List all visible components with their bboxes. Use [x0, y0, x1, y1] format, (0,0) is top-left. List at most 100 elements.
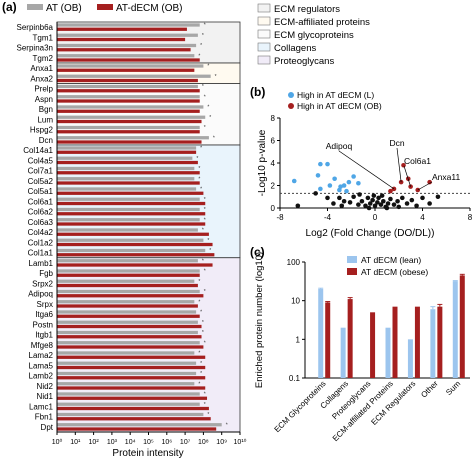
significance-marker: *: [204, 217, 206, 223]
bar-at-ob: [57, 33, 198, 37]
protein-label: Col4a5: [28, 156, 54, 165]
point-nonsignificant: [347, 200, 353, 205]
bar-at-ob: [57, 228, 198, 232]
bar-at-decm-ob: [57, 160, 198, 165]
bar-at-decm-ob: [57, 242, 213, 247]
legend-swatch-obese: [347, 268, 357, 275]
bar-at-decm-ob: [57, 376, 206, 380]
protein-label: Serpinb6a: [17, 23, 54, 32]
protein-label: Col5a2: [28, 177, 54, 186]
y-tick-label: 0.1: [289, 374, 301, 383]
bar-at-decm-ob: [57, 273, 200, 277]
point-nonsignificant: [391, 202, 397, 207]
category-backgrounds: [56, 21, 241, 433]
protein-label: Lama5: [29, 361, 54, 370]
point-lean: [327, 183, 333, 188]
significance-marker: *: [204, 402, 206, 408]
protein-label: Srpx: [37, 300, 53, 309]
protein-label: Dpt: [41, 423, 54, 432]
bar-at-decm-ob: [57, 324, 202, 329]
point-nonsignificant: [367, 201, 373, 206]
significance-marker: *: [198, 299, 200, 305]
annotation-label: Col6a1: [404, 156, 431, 166]
legend-label-at-decm-ob: AT-dECM (OB): [116, 3, 182, 14]
legend-marker-lean: [288, 92, 294, 98]
bar-obese: [325, 302, 331, 378]
significance-marker: *: [198, 351, 200, 357]
category-legend: ECM regulators ECM-affiliated proteins E…: [257, 3, 370, 67]
y-tick-label: 8: [271, 114, 276, 123]
legend-label-obese: High in AT dECM (OB): [297, 101, 382, 111]
bar-at-decm-ob: [57, 427, 217, 431]
legend-swatch-lean: [347, 256, 357, 263]
significance-marker: *: [204, 289, 206, 295]
protein-label: Adipoq: [28, 290, 53, 299]
bar-at-ob: [57, 371, 197, 376]
point-nonsignificant: [378, 202, 384, 207]
protein-label: Col7a1: [28, 167, 54, 176]
protein-label: Tgm1: [33, 33, 54, 42]
protein-label: Anxa2: [30, 74, 53, 83]
bar-at-ob: [57, 177, 195, 181]
point-lean: [341, 183, 347, 188]
bar-at-decm-ob: [57, 99, 200, 103]
protein-label: Lum: [37, 115, 53, 124]
point-nonsignificant: [371, 193, 377, 198]
bar-at-decm-ob: [57, 37, 186, 42]
bar-at-ob: [57, 54, 195, 58]
significance-marker: *: [204, 197, 206, 203]
x-tick-label: 10⁸: [198, 439, 209, 446]
significance-marker: *: [226, 422, 228, 428]
bar-at-decm-ob: [57, 68, 195, 72]
bar-at-ob: [57, 423, 222, 427]
significance-marker: *: [204, 23, 206, 29]
significance-marker: *: [198, 381, 200, 387]
significance-marker: *: [207, 238, 209, 244]
bar-at-decm-ob: [57, 89, 200, 93]
category-band: [56, 83, 241, 146]
x-tick-label: -8: [276, 213, 284, 222]
y-tick-label: 0: [271, 204, 276, 213]
category-label: Other: [419, 379, 440, 400]
point-nonsignificant: [359, 198, 365, 204]
annotation-leader: [338, 150, 395, 190]
y-tick-label: 6: [271, 137, 276, 146]
protein-label: Nid2: [37, 382, 54, 391]
bar-at-decm-ob: [57, 283, 198, 288]
x-tick-label: 8: [468, 213, 473, 222]
protein-label: Col4a2: [28, 228, 54, 237]
significance-marker: *: [200, 361, 202, 367]
bar-at-ob: [57, 238, 204, 242]
bar-at-ob: [57, 351, 195, 355]
x-tick-label: 10⁷: [180, 439, 191, 446]
bar-group: ****************************************: [57, 23, 228, 431]
significance-marker: *: [204, 392, 206, 398]
bar-lean: [407, 339, 413, 378]
bar-y-ticks: 100 10 1 0.1: [287, 258, 305, 383]
bar-at-decm-ob: [57, 396, 208, 400]
protein-label: Fgb: [39, 269, 53, 278]
legend-swatch-at-ob: [27, 4, 43, 10]
bar-lean: [385, 327, 391, 378]
panel-b-label: (b): [250, 85, 265, 99]
point-lean: [325, 161, 330, 167]
bar-at-decm-ob: [57, 171, 200, 175]
protein-label: Col6a2: [28, 208, 54, 217]
bar-at-decm-ob: [57, 263, 213, 267]
significance-marker: *: [209, 115, 211, 121]
bar-at-ob: [57, 218, 200, 222]
significance-marker: *: [213, 135, 215, 141]
point-lean: [346, 179, 352, 185]
significance-marker: *: [200, 187, 202, 193]
x-tick-label: 10²: [89, 439, 100, 446]
bar-at-ob: [57, 146, 197, 150]
bar-obese: [347, 299, 353, 378]
point-nonsignificant: [400, 195, 405, 201]
significance-marker: *: [198, 53, 200, 59]
significance-marker: *: [209, 248, 211, 254]
significance-marker: *: [200, 43, 202, 49]
bar-at-ob: [57, 392, 200, 396]
bar-at-ob: [57, 187, 197, 191]
bar-lean: [452, 281, 458, 378]
protein-label: Mfge8: [31, 341, 54, 350]
